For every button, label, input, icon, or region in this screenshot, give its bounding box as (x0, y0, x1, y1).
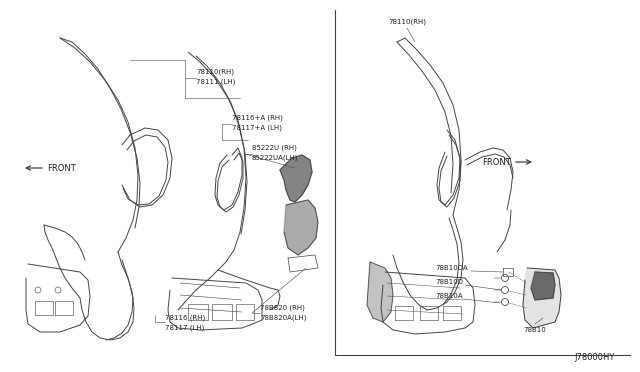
Text: 85222U (RH): 85222U (RH) (252, 145, 297, 151)
Text: 78117 (LH): 78117 (LH) (165, 325, 204, 331)
Text: 78B10D: 78B10D (435, 279, 463, 285)
Polygon shape (531, 272, 555, 300)
Text: 78B820 (RH): 78B820 (RH) (260, 305, 305, 311)
Text: 78110(RH): 78110(RH) (388, 19, 426, 25)
Polygon shape (367, 262, 393, 322)
Text: FRONT: FRONT (47, 164, 76, 173)
Text: FRONT: FRONT (483, 157, 511, 167)
Text: 78116 (RH): 78116 (RH) (165, 315, 205, 321)
Text: J78000HY: J78000HY (575, 353, 615, 362)
Text: 78117+A (LH): 78117+A (LH) (232, 125, 282, 131)
Polygon shape (523, 268, 561, 328)
Text: 78116+A (RH): 78116+A (RH) (232, 115, 283, 121)
Polygon shape (284, 200, 318, 255)
Text: 78110(RH): 78110(RH) (196, 69, 234, 75)
Text: 78B10A: 78B10A (435, 293, 463, 299)
Text: 78B10: 78B10 (524, 327, 547, 333)
Polygon shape (280, 155, 312, 202)
Text: 85222UA(LH): 85222UA(LH) (252, 155, 298, 161)
Text: 78B820A(LH): 78B820A(LH) (260, 315, 307, 321)
Text: 78111 (LH): 78111 (LH) (196, 79, 236, 85)
Text: 78B10DA: 78B10DA (435, 265, 468, 271)
